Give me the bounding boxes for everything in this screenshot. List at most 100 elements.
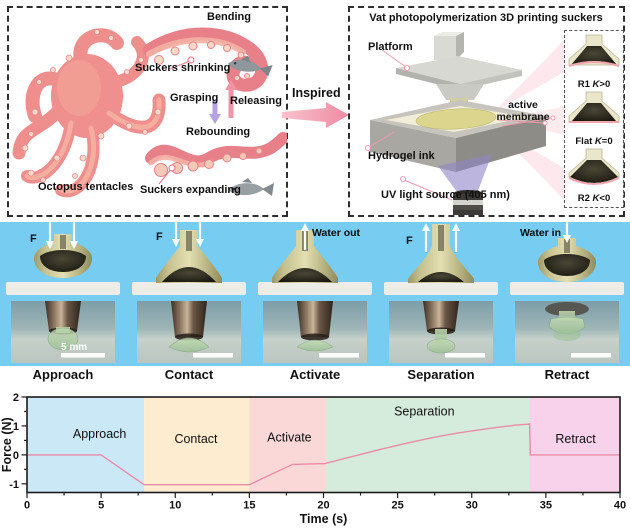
platform-label: Platform — [368, 41, 413, 53]
uv-light-icon — [438, 154, 492, 215]
photo-contact — [137, 301, 241, 363]
platform-icon — [396, 32, 522, 116]
suckers-expanding-label: Suckers expanding — [140, 184, 241, 196]
scale-bar — [61, 353, 105, 358]
octopus-tentacles-caption: Octopus tentacles — [38, 181, 134, 193]
rebounding-tentacle-icon — [145, 132, 287, 177]
substrate-bar — [6, 282, 120, 295]
step-labels-row: Approach Contact Activate Separation Ret… — [0, 366, 630, 384]
substrate-bar — [132, 282, 246, 295]
inset-flat-label: Flat K=0 — [575, 136, 613, 147]
bending-label: Bending — [207, 11, 251, 23]
water-in-label: Water in — [520, 227, 561, 239]
force-arrows-down — [46, 222, 78, 249]
printing-panel-title: Vat photopolymerization 3D printing suck… — [369, 12, 603, 24]
active-membrane-label-line1: active — [508, 99, 538, 111]
photo-retract — [515, 301, 619, 363]
x-tick-label: 10 — [169, 500, 181, 512]
chart-region-label: Separation — [394, 404, 455, 418]
rebounding-label: Rebounding — [186, 126, 251, 138]
water-out-label: Water out — [312, 227, 361, 239]
chart-region-label: Approach — [73, 427, 127, 441]
experiment-strip: F 5 mm F — [0, 222, 630, 366]
active-membrane-label-line2: membrane — [496, 111, 550, 123]
y-tick-label: 1 — [13, 421, 19, 433]
inset-r2-label: R2 K<0 — [577, 193, 611, 204]
x-axis-title: Time (s) — [300, 512, 348, 526]
leader-lines — [365, 49, 556, 201]
bending-tentacle-icon — [142, 27, 273, 92]
chart-series-line — [27, 423, 620, 486]
inset-r1-label: R1 K>0 — [577, 79, 611, 90]
sucker-r1-icon — [568, 34, 620, 67]
substrate-bar — [258, 282, 372, 295]
octopus-icon — [12, 28, 166, 198]
releasing-label: Releasing — [230, 95, 282, 107]
scale-bar — [319, 353, 359, 358]
panel-contact: F — [132, 222, 246, 363]
force-time-chart: Approach Contact Activate Separation Retract… — [0, 392, 626, 526]
active-membrane-label: active membrane — [489, 99, 557, 123]
suckers-shrinking-leader — [169, 56, 195, 70]
step-label-activate: Activate — [289, 367, 341, 382]
force-label: F — [406, 235, 413, 247]
x-tick-label: 35 — [540, 500, 552, 512]
chart-region-label: Contact — [174, 432, 218, 446]
uv-source-label: UV light source (405 nm) — [381, 189, 510, 201]
substrate-bar — [510, 282, 624, 295]
suckers-expanding-leader — [158, 164, 176, 185]
hydrogel-ink-label: Hydrogel ink — [368, 150, 435, 162]
water-out-arrow-up — [301, 223, 309, 250]
force-label: F — [156, 231, 163, 243]
curvature-inset-panel: R1 K>0 Flat K=0 R2 K<0 — [564, 30, 624, 208]
inset-r2: R2 K<0 — [566, 148, 622, 204]
chart-region-label: Activate — [267, 431, 312, 445]
x-tick-label: 5 — [98, 500, 104, 512]
substrate-bar — [384, 282, 498, 295]
photo-separation — [389, 301, 493, 363]
sucker-r2-icon — [568, 148, 620, 185]
scale-bar — [193, 353, 233, 358]
sucker-flat-icon — [568, 91, 620, 123]
suckers-shrinking-label: Suckers shrinking — [135, 62, 231, 74]
active-membrane-icon — [415, 108, 497, 130]
panel-activate: Water out — [258, 223, 372, 363]
y-axis-title: Force (N) — [0, 417, 14, 472]
x-tick-label: 20 — [317, 500, 329, 512]
panel-retract: Water in — [510, 222, 624, 363]
chart-region — [249, 397, 325, 493]
chart-region — [27, 397, 145, 493]
step-label-separation: Separation — [407, 367, 475, 382]
x-tick-label: 15 — [243, 500, 255, 512]
inspired-arrow-icon — [282, 102, 349, 128]
octopus-illustration — [12, 27, 287, 198]
y-tick-label: 0 — [13, 450, 19, 462]
fish-icon — [227, 55, 273, 77]
step-label-approach: Approach — [32, 367, 94, 382]
y-tick-label: -1 — [9, 479, 19, 491]
y-tick-label: 2 — [13, 392, 19, 404]
grasping-down-arrow-icon — [209, 100, 221, 124]
photo-activate — [263, 301, 367, 363]
step-label-contact: Contact — [164, 367, 214, 382]
force-arrows-up — [422, 223, 460, 252]
sucker-flat-icon — [156, 230, 222, 283]
step-label-retract: Retract — [544, 367, 590, 382]
scale-bar — [445, 353, 485, 358]
x-tick-label: 0 — [24, 500, 30, 512]
fish-icon — [228, 178, 274, 196]
force-arrows-down — [172, 222, 204, 247]
grasp-release-arrows — [209, 80, 237, 124]
sucker-curved-icon — [34, 234, 92, 278]
releasing-up-arrow-icon — [225, 80, 237, 118]
chart-region — [529, 397, 620, 493]
photo-approach: 5 mm — [11, 301, 115, 363]
grasping-label: Grasping — [170, 92, 219, 104]
chart-region — [324, 397, 530, 493]
printer-illustration — [365, 32, 568, 215]
x-tick-label: 25 — [392, 500, 404, 512]
inset-flat: Flat K=0 — [566, 91, 622, 147]
x-tick-label: 30 — [466, 500, 478, 512]
sucker-curved-icon — [538, 238, 596, 282]
